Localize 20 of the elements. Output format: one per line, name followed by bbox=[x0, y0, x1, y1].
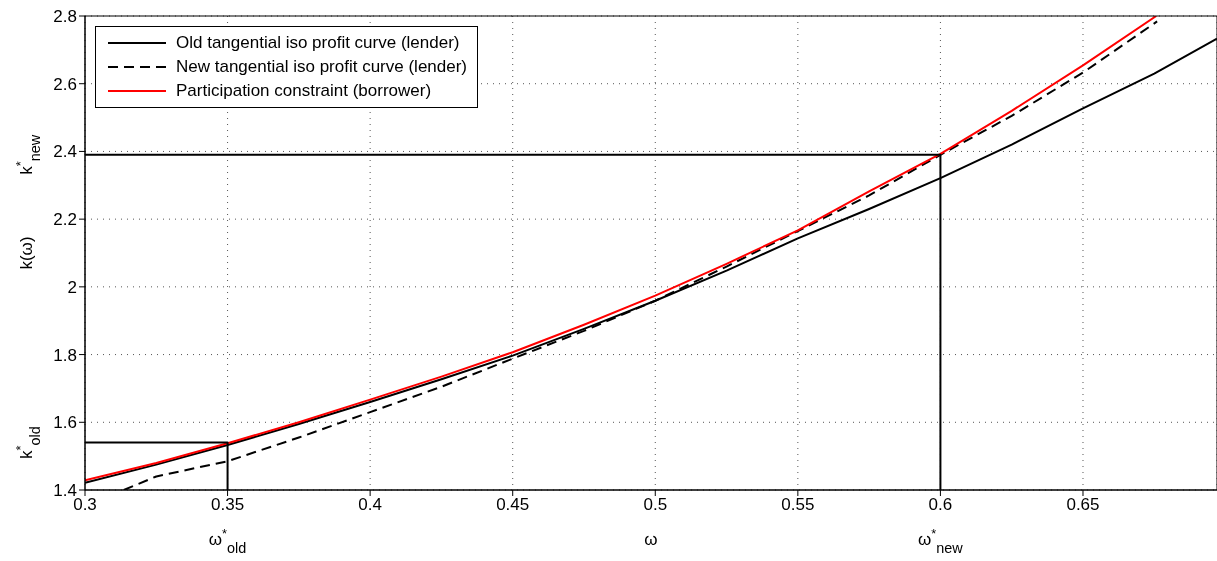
x-tick-label: 0.3 bbox=[73, 495, 97, 515]
legend-label: Participation constraint (borrower) bbox=[176, 81, 432, 101]
y-tick-label: 1.8 bbox=[53, 345, 77, 365]
x-tick-label: 0.45 bbox=[496, 495, 530, 515]
x-tick-label: 0.55 bbox=[781, 495, 815, 515]
x-tick-label: 0.5 bbox=[643, 495, 668, 515]
y-tick-label: 2.4 bbox=[53, 142, 77, 162]
y-tick-label: 2.2 bbox=[53, 210, 77, 230]
x-tick-label: 0.4 bbox=[358, 495, 382, 515]
x-tick-label: 0.6 bbox=[928, 495, 953, 515]
legend-label: Old tangential iso profit curve (lender) bbox=[176, 33, 460, 53]
y-tick-label: 2 bbox=[67, 277, 77, 297]
y-tick-label: 2.6 bbox=[53, 74, 77, 94]
x-axis-title: ω bbox=[644, 530, 658, 549]
legend-label: New tangential iso profit curve (lender) bbox=[176, 57, 468, 77]
y-axis-title: k(ω) bbox=[17, 236, 36, 270]
x-tick-label: 0.35 bbox=[211, 495, 245, 515]
y-tick-label: 1.6 bbox=[53, 413, 77, 433]
x-tick-label: 0.65 bbox=[1066, 495, 1100, 515]
y-tick-label: 2.8 bbox=[53, 7, 77, 27]
